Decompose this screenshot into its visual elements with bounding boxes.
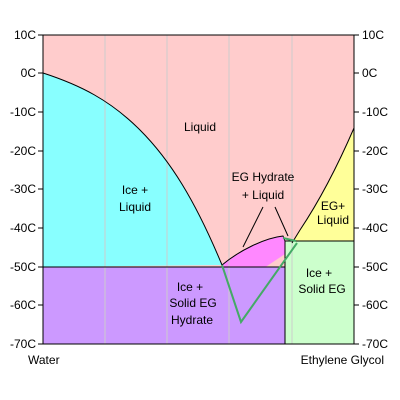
phase-boundaries [42,72,355,344]
svg-text:Ice +: Ice + [177,280,203,294]
svg-text:Liquid: Liquid [317,213,349,227]
svg-text:EG+: EG+ [321,199,345,213]
metastable-curve [221,242,298,325]
label-ice-solid-eg-hydrate: Ice + Solid EG Hydrate [169,280,216,327]
y-tick-left-0: 0C [21,66,37,80]
region-eg-liquid [292,128,354,243]
y-tick-right-10: 10C [362,28,384,42]
hydrate-liquidus-curve [221,235,286,266]
label-pointer-right [274,206,289,237]
ice-liquidus-curve [42,72,223,266]
y-tick-left-minus60: -60C [10,298,36,312]
svg-text:Liquid: Liquid [119,200,151,214]
vertical-gridlines [104,35,293,344]
label-liquid: Liquid [184,120,216,134]
label-ice-liquid: Ice + Liquid [119,183,151,214]
x-axis-left-label: Water [28,353,60,367]
region-eg-hydrate-liquid [222,236,292,272]
y-tick-right-minus60: -60C [362,298,388,312]
y-tick-right-minus50: -50C [362,260,388,274]
y-tick-left-minus30: -30C [10,182,36,196]
y-tick-left-minus20: -20C [10,144,36,158]
svg-text:+ Liquid: + Liquid [242,188,284,202]
y-tick-left-minus70: -70C [10,337,36,351]
y-tick-right-0: 0C [362,66,378,80]
region-ice-liquid [43,73,222,267]
svg-text:Solid EG: Solid EG [298,282,345,296]
x-axis-right-label: Ethylene Glycol [301,353,384,367]
label-eg-liquid: EG+ Liquid [317,199,349,227]
svg-text:Solid EG: Solid EG [169,296,216,310]
svg-text:EG Hydrate: EG Hydrate [232,170,295,184]
eg-liquidus-curve [291,127,355,244]
label-pointer-left [242,206,264,248]
svg-text:Ice +: Ice + [122,183,148,197]
tick-marks [38,34,359,345]
y-axis-right-labels: 10C 0C -10C -20C -30C -40C -50C -60C -70… [362,28,388,351]
y-tick-left-minus10: -10C [10,105,36,119]
y-tick-right-minus30: -30C [362,182,388,196]
svg-text:Ice +: Ice + [306,266,332,280]
y-tick-right-minus40: -40C [362,221,388,235]
y-tick-left-minus40: -40C [10,221,36,235]
y-tick-left-10: 10C [14,28,36,42]
label-eg-hydrate-liquid: EG Hydrate + Liquid [232,170,295,202]
y-tick-right-minus20: -20C [362,144,388,158]
region-ice-solid-eg-hydrate [43,267,285,344]
y-tick-left-minus50: -50C [10,260,36,274]
y-tick-right-minus10: -10C [362,105,388,119]
svg-text:Hydrate: Hydrate [171,313,213,327]
label-ice-solid-eg: Ice + Solid EG [298,266,345,296]
metastable-short-segment [282,237,297,242]
y-axis-left-labels: 10C 0C -10C -20C -30C -40C -50C -60C -70… [10,28,36,351]
region-ice-solid-eg [285,241,354,344]
plot-area [43,35,354,344]
y-tick-right-minus70: -70C [362,337,388,351]
